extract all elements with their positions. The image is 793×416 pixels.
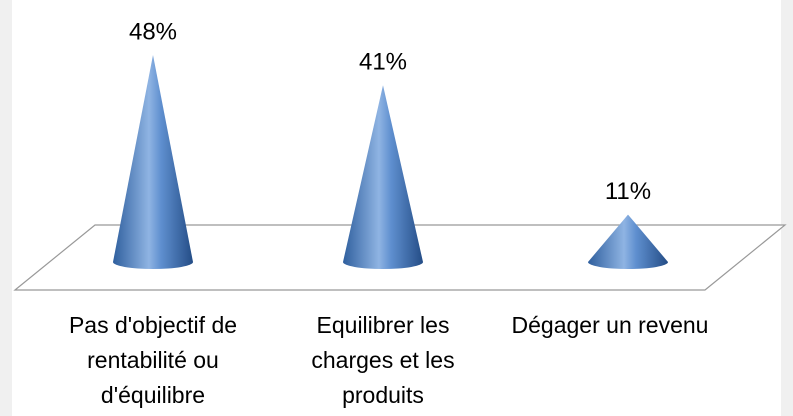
cone: [588, 214, 668, 269]
category-label: Equilibrer les charges et les produits: [311, 312, 455, 408]
category-label: Pas d'objectif de rentabilité ou d'équil…: [68, 312, 238, 408]
cone: [343, 85, 423, 269]
data-label: 11%: [605, 178, 651, 205]
data-label: 41%: [359, 49, 407, 76]
data-label: 48%: [129, 18, 177, 45]
category-label: Dégager un revenu: [511, 312, 709, 338]
cone: [113, 55, 193, 269]
